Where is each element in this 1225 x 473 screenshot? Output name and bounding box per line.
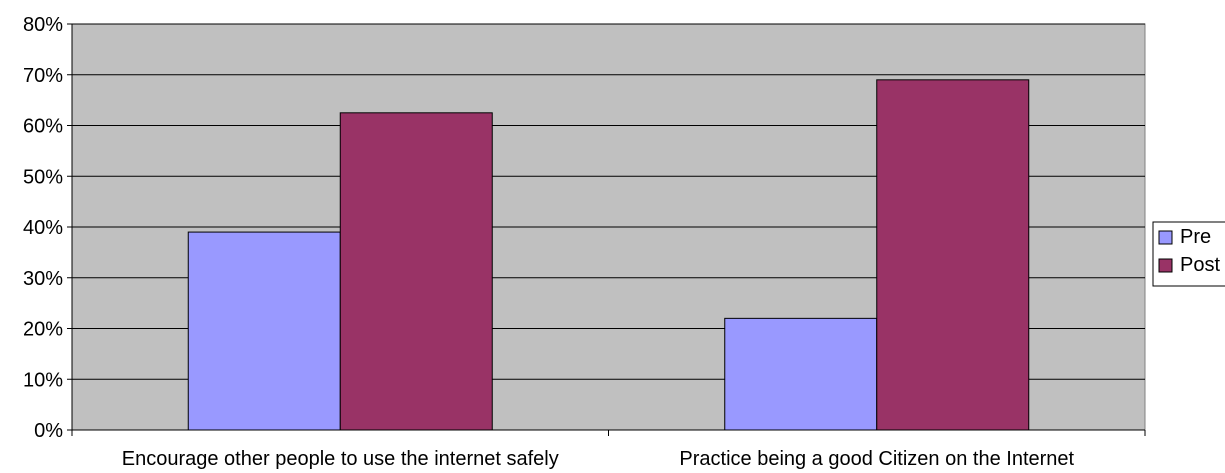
y-tick-label: 70%: [23, 65, 63, 87]
x-category-label: Encourage other people to use the intern…: [122, 448, 559, 470]
y-axis: 0% 10% 20% 30% 40% 50% 60% 70% 80%: [23, 14, 73, 442]
bar-pre-1: [187, 231, 341, 431]
legend-label-pre: Pre: [1180, 226, 1211, 248]
y-tick-label: 20%: [23, 319, 63, 341]
y-tick-label: 0%: [34, 420, 63, 442]
y-tick-label: 80%: [23, 14, 63, 36]
legend-swatch-pre: [1158, 230, 1173, 245]
bars: [187, 79, 1030, 431]
legend-swatch-post: [1158, 258, 1173, 273]
y-tick-label: 10%: [23, 369, 63, 391]
y-tick-label: 30%: [23, 268, 63, 290]
legend-label-post: Post: [1180, 254, 1220, 276]
legend: Pre Post: [1152, 221, 1225, 287]
bar-post-1: [339, 112, 493, 431]
y-tick-label: 50%: [23, 166, 63, 188]
bar-pre-2: [724, 317, 878, 431]
y-tick-label: 40%: [23, 217, 63, 239]
x-category-label: Practice being a good Citizen on the Int…: [679, 448, 1074, 470]
x-axis: Encourage other people to use the intern…: [71, 429, 1146, 470]
bar-post-2: [876, 79, 1030, 431]
y-tick-label: 60%: [23, 116, 63, 138]
